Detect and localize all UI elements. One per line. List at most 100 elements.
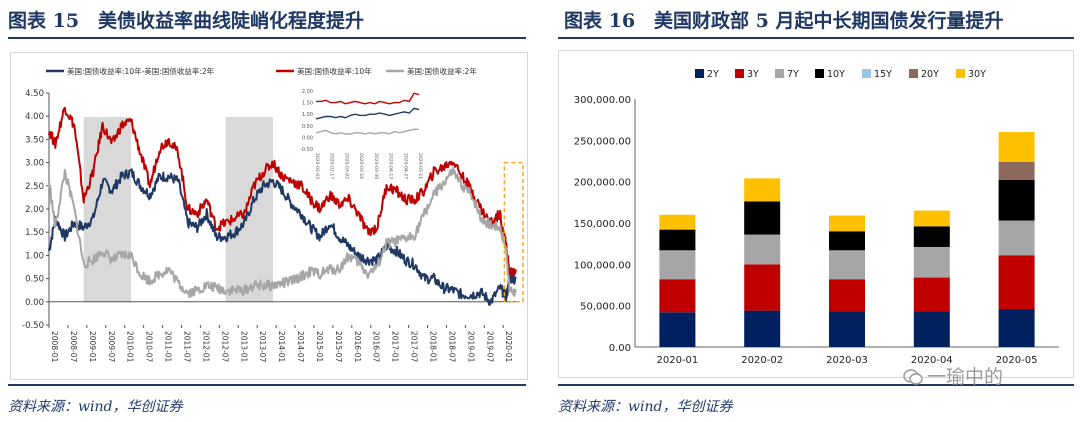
x-tick-label: 2020-03 — [826, 355, 868, 366]
bar-segment — [659, 312, 696, 347]
bar-segment — [913, 277, 950, 312]
y-tick-label: 1.00 — [25, 251, 44, 261]
y-tick-label: 300,000.00 — [574, 95, 631, 106]
bar-segment — [744, 201, 781, 235]
bar-segment — [998, 180, 1035, 221]
x-tick-label: 2018-01 — [429, 331, 438, 363]
x-tick-label: 2020-05 — [996, 355, 1038, 366]
bar-segment — [744, 234, 781, 265]
y-tick-label: 2.50 — [25, 182, 44, 192]
inset-series — [315, 107, 420, 120]
legend-swatch — [909, 69, 918, 78]
inset-x-label: 2020-04-13 — [388, 153, 394, 179]
x-tick-label: 2008-01 — [50, 331, 59, 363]
line-series — [48, 106, 517, 279]
x-tick-label: 2019-07 — [485, 331, 494, 363]
legend-swatch — [695, 69, 704, 78]
x-tick-label: 2011-01 — [164, 331, 173, 363]
y-tick-label: 3.00 — [25, 159, 44, 169]
x-tick-label: 2014-01 — [277, 331, 286, 363]
bar-segment — [998, 255, 1035, 309]
x-tick-label: 2012-07 — [220, 331, 229, 363]
inset-x-label: 2020-03-30 — [373, 153, 379, 179]
source-rule — [558, 384, 1074, 386]
x-tick-label: 2015-07 — [334, 331, 343, 363]
x-tick-label: 2020-01 — [657, 355, 699, 366]
bar-segment — [659, 214, 696, 230]
y-tick-label: 3.50 — [25, 135, 44, 145]
shaded-period — [83, 117, 132, 302]
x-tick-label: 2014-07 — [296, 331, 305, 363]
title-rule — [558, 37, 1074, 39]
y-tick-label: 100,000.00 — [574, 260, 631, 271]
x-tick-label: 2016-01 — [353, 331, 362, 363]
yield-line-chart: -0.50 0.00 0.50 1.00 1.50 2.00 2.50 3.00 3.50 4.0… — [22, 66, 524, 363]
right-panel: 图表 16 美国财政部 5 月起中长期国债发行量提升 0.00 50,000.00… — [556, 0, 1080, 422]
line-series — [48, 168, 517, 306]
legend-label: 30Y — [968, 69, 986, 80]
bar-segment — [659, 250, 696, 280]
bar-segment — [829, 279, 865, 312]
x-tick-label: 2017-07 — [410, 331, 419, 363]
y-tick-label: 4.50 — [25, 89, 44, 99]
legend-swatch — [862, 69, 871, 78]
x-tick-label: 2015-01 — [315, 331, 324, 363]
bar-segment — [913, 210, 950, 227]
line-chart-frame: -0.50 0.00 0.50 1.00 1.50 2.00 2.50 3.00 3.50 4.0… — [10, 52, 528, 380]
x-tick-label: 2009-07 — [107, 331, 116, 363]
legend-swatch — [775, 69, 784, 78]
x-tick-label: 2013-01 — [239, 331, 248, 363]
inset-y-label: 0.00 — [302, 135, 313, 141]
line-series — [48, 166, 517, 299]
bar-segment — [998, 308, 1035, 347]
inset-y-label: -0.50 — [300, 147, 313, 153]
y-tick-label: 200,000.00 — [574, 178, 631, 189]
x-tick-label: 2013-07 — [258, 331, 267, 363]
inset-x-label: 2020-05-11 — [417, 153, 423, 179]
y-tick-label: 50,000.00 — [580, 302, 631, 313]
bar-segment — [998, 132, 1035, 162]
inset-series — [315, 128, 419, 135]
legend-label: 美国:国债收益率:10年-美国:国债收益率:2年 — [67, 66, 215, 76]
y-tick-label: 4.00 — [25, 112, 44, 122]
highlight-box — [503, 161, 524, 303]
bar-segment — [744, 178, 781, 202]
x-tick-label: 2010-07 — [145, 331, 154, 363]
inset-x-label: 2020-02-17 — [329, 153, 335, 179]
x-tick-label: 2012-01 — [201, 331, 210, 363]
x-tick-label: 2020-02 — [741, 355, 783, 366]
bar-segment — [744, 310, 781, 347]
y-tick-label: 0.00 — [609, 343, 631, 354]
inset-y-label: 1.00 — [302, 112, 313, 118]
right-source-note: 资料来源：wind，华创证券 — [558, 399, 733, 415]
x-tick-label: 2008-07 — [69, 331, 78, 363]
y-tick-label: -0.50 — [22, 321, 44, 331]
watermark-text: 一瑜中的 — [927, 366, 1004, 388]
y-tick-label: 0.00 — [25, 298, 44, 308]
legend-label: 3Y — [747, 69, 759, 80]
bar-segment — [913, 226, 950, 247]
legend-label: 20Y — [921, 69, 939, 80]
legend-swatch — [956, 69, 965, 78]
left-panel-title: 图表 15 美债收益率曲线陡峭化程度提升 — [8, 10, 365, 32]
bar-chart-frame: 0.00 50,000.00 100,000.00 150,000.00 200,000… — [558, 50, 1074, 378]
bar-segment — [998, 161, 1035, 181]
bar-segment — [829, 311, 865, 347]
y-tick-label: 1.50 — [25, 228, 44, 238]
shaded-period — [225, 117, 273, 302]
inset-x-label: 2020-03-16 — [358, 153, 364, 179]
x-tick-label: 2019-01 — [466, 331, 475, 363]
inset-series — [316, 92, 420, 105]
x-tick-label: 2017-01 — [391, 331, 400, 363]
wechat-icon — [903, 369, 923, 385]
left-source-note: 资料来源：wind，华创证券 — [8, 399, 183, 415]
x-tick-label: 2020-04 — [911, 355, 953, 366]
y-tick-label: 0.50 — [25, 275, 44, 285]
y-tick-label: 150,000.00 — [574, 219, 631, 230]
inset-x-label: 2020-03-02 — [343, 153, 349, 179]
bar-segment — [829, 215, 865, 232]
x-tick-label: 2010-01 — [126, 331, 135, 363]
legend-swatch — [735, 69, 744, 78]
bar-segment — [659, 229, 696, 251]
title-rule — [8, 37, 526, 39]
